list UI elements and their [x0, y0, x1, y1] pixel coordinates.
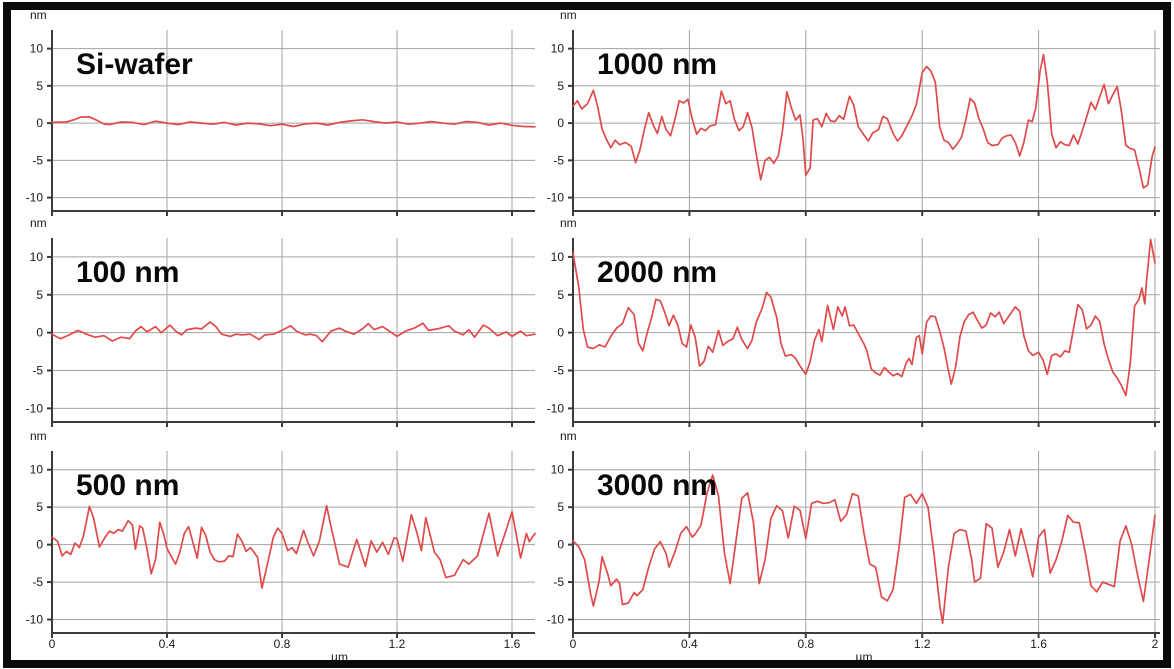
y-axis-unit-label: nm	[560, 216, 577, 230]
x-tick-label: 0	[49, 637, 56, 651]
y-tick-label: -10	[547, 191, 565, 205]
y-axis-unit-label: nm	[560, 8, 577, 22]
y-tick-label: 5	[557, 500, 564, 514]
y-tick-label: -10	[26, 613, 44, 627]
panel-3000nm: 10 5 0 -5 -10 0 0.4 0.8 1.2 1.6 2 nm µm 3000 nm	[547, 429, 1160, 664]
y-tick-label: -5	[32, 575, 43, 589]
y-tick-label: 0	[557, 538, 564, 552]
x-tick-label: 2	[1152, 637, 1159, 651]
y-tick-label: 10	[551, 250, 565, 264]
y-tick-label: 0	[557, 116, 564, 130]
x-tick-label: 1.2	[389, 637, 406, 651]
trace-line-1000nm	[572, 53, 1156, 189]
trace-line-2000nm	[572, 238, 1156, 397]
y-axis-unit-label: nm	[30, 429, 47, 443]
x-axis-unit-label: µm	[331, 650, 348, 664]
panel-title-si-wafer: Si-wafer	[76, 48, 193, 81]
y-tick-label: 10	[30, 42, 44, 56]
x-tick-label: 1.6	[1030, 637, 1047, 651]
y-tick-label: 10	[551, 463, 565, 477]
y-tick-label: 0	[36, 326, 43, 340]
panel-1000nm: 10 5 0 -5 -10 nm 1000 nm	[547, 8, 1160, 216]
y-tick-label: -10	[26, 191, 44, 205]
y-tick-label: 5	[36, 288, 43, 302]
x-tick-label: 0.4	[681, 637, 698, 651]
trace-line-100nm	[51, 321, 536, 343]
panel-title-500nm: 500 nm	[76, 469, 179, 502]
y-tick-label: 5	[36, 79, 43, 93]
y-tick-label: 10	[30, 463, 44, 477]
y-axis-unit-label: nm	[30, 216, 47, 230]
y-tick-label: 0	[36, 538, 43, 552]
y-tick-label: 10	[551, 42, 565, 56]
y-tick-label: 5	[36, 500, 43, 514]
y-tick-label: 0	[557, 326, 564, 340]
x-tick-label: 0.8	[797, 637, 814, 651]
y-tick-label: -10	[547, 613, 565, 627]
y-tick-label: -5	[553, 575, 564, 589]
trace-line-3000nm	[572, 474, 1156, 625]
y-tick-label: -5	[32, 153, 43, 167]
trace-line-si-wafer	[51, 115, 536, 128]
y-tick-label: 5	[557, 288, 564, 302]
y-tick-label: -5	[553, 153, 564, 167]
x-axis-unit-label: µm	[856, 650, 873, 664]
panel-title-2000nm: 2000 nm	[597, 256, 717, 289]
y-tick-label: -5	[32, 364, 43, 378]
y-tick-label: -10	[26, 401, 44, 415]
x-tick-label: 1.2	[914, 637, 931, 651]
x-tick-label: 0.4	[159, 637, 176, 651]
panel-500nm: 10 5 0 -5 -10 0 0.4 0.8 1.2 1.6 nm µm 500 nm	[26, 429, 536, 664]
y-tick-label: -10	[547, 401, 565, 415]
x-tick-label: 1.6	[504, 637, 521, 651]
y-tick-label: 0	[36, 116, 43, 130]
y-tick-label: -5	[553, 364, 564, 378]
panel-title-100nm: 100 nm	[76, 256, 179, 289]
y-axis-unit-label: nm	[560, 429, 577, 443]
panel-title-3000nm: 3000 nm	[597, 469, 717, 502]
x-tick-label: 0.8	[274, 637, 291, 651]
trace-line-500nm	[51, 504, 536, 589]
panel-title-1000nm: 1000 nm	[597, 48, 717, 81]
y-tick-label: 10	[30, 250, 44, 264]
panel-2000nm: 10 5 0 -5 -10 nm 2000 nm	[547, 216, 1160, 427]
y-tick-label: 5	[557, 79, 564, 93]
panel-100nm: 10 5 0 -5 -10 nm 100 nm	[26, 216, 536, 427]
panel-si-wafer: 10 5 0 -5 -10 nm Si-wafer	[26, 8, 536, 216]
y-axis-unit-label: nm	[30, 8, 47, 22]
x-tick-label: 0	[570, 637, 577, 651]
